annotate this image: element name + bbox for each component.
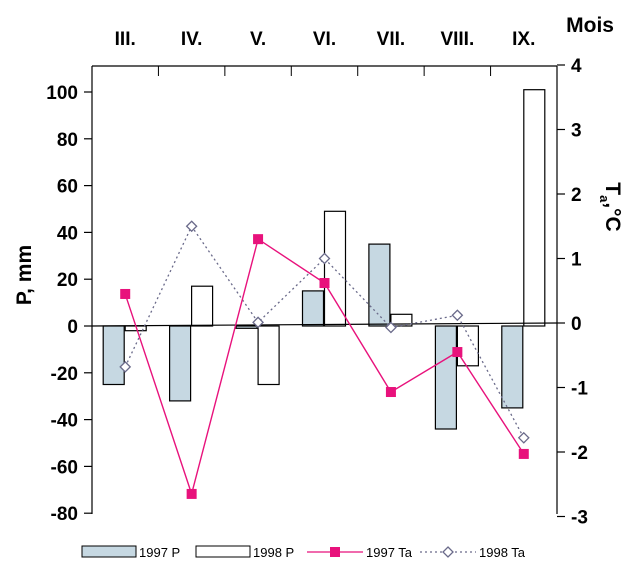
right-tick-label: -2 bbox=[571, 443, 588, 464]
bar-1997-p-7 bbox=[501, 325, 524, 409]
labels-layer: 100 80 60 40 20 0 -20 -40 -60 -80 4 3 2 1 0 -1 -2 -3 III. I… bbox=[13, 14, 624, 529]
point-1998-ta-4 bbox=[318, 252, 331, 265]
month-label: VII. bbox=[377, 29, 406, 50]
bar-1997-p-5 bbox=[368, 243, 391, 327]
point-1998-ta-6 bbox=[451, 309, 464, 322]
point-1998-ta-1 bbox=[119, 360, 132, 373]
bar-1997-p-6 bbox=[434, 325, 457, 430]
left-tick-label: -80 bbox=[51, 504, 78, 525]
series-1998-p bbox=[124, 89, 546, 386]
bar-1998-p-6 bbox=[456, 325, 479, 367]
series-1998-ta bbox=[119, 220, 530, 444]
month-label: IX. bbox=[512, 29, 535, 50]
zero-baseline bbox=[91, 322, 558, 327]
legend: 1997 P 1998 P 1997 Ta 1998 Ta bbox=[81, 545, 526, 560]
left-tick-label: -20 bbox=[51, 364, 78, 385]
legend-swatch bbox=[195, 545, 251, 558]
month-label: VI. bbox=[313, 29, 336, 50]
left-tick-label: 20 bbox=[57, 270, 78, 291]
point-1998-ta-7 bbox=[517, 431, 530, 444]
left-tick-label: 80 bbox=[57, 130, 78, 151]
month-label: III. bbox=[115, 29, 136, 50]
series-1997-ta bbox=[120, 234, 529, 499]
left-tick-label: 100 bbox=[46, 83, 78, 104]
bar-1998-p-4 bbox=[323, 210, 347, 327]
legend-label: 1997 Ta bbox=[366, 545, 413, 560]
month-label: VIII. bbox=[440, 29, 474, 50]
point-1997-ta-3 bbox=[253, 234, 264, 245]
left-tick-label: 60 bbox=[57, 177, 78, 198]
legend-item-1998-p: 1998 P bbox=[195, 545, 294, 560]
bar-1997-p-2 bbox=[169, 325, 192, 402]
legend-item-1997-p: 1997 P bbox=[81, 545, 180, 560]
series-1997-p bbox=[102, 243, 524, 430]
bar-1998-p-3 bbox=[257, 325, 280, 386]
bar-1997-p-3 bbox=[235, 325, 258, 329]
bar-1998-p-7 bbox=[523, 89, 546, 327]
legend-item-1998-ta: 1998 Ta bbox=[420, 545, 526, 560]
bar-1998-p-2 bbox=[191, 285, 214, 327]
point-1997-ta-6 bbox=[452, 347, 463, 358]
legend-marker bbox=[330, 547, 340, 557]
bar-1997-p-4 bbox=[301, 290, 325, 327]
point-1998-ta-3 bbox=[252, 316, 264, 329]
month-label: IV. bbox=[181, 29, 203, 50]
left-tick-label: -60 bbox=[51, 457, 78, 478]
bars-layer bbox=[102, 89, 546, 430]
legend-label: 1998 Ta bbox=[479, 545, 526, 560]
legend-label: 1998 P bbox=[253, 545, 294, 560]
right-tick-label: 2 bbox=[571, 185, 582, 206]
bar-1997-p-1 bbox=[102, 325, 125, 386]
point-1997-ta-5 bbox=[385, 387, 396, 398]
point-1998-ta-5 bbox=[385, 321, 397, 334]
right-tick-label: 3 bbox=[571, 121, 582, 142]
axes-layer bbox=[84, 64, 565, 518]
point-1997-ta-4 bbox=[319, 278, 330, 289]
x-axis-title: Mois bbox=[566, 14, 614, 37]
point-1997-ta-1 bbox=[120, 288, 131, 299]
right-tick-label: 1 bbox=[571, 250, 582, 271]
month-label: V. bbox=[250, 29, 266, 50]
right-tick-label: -3 bbox=[571, 508, 588, 529]
right-axis-title: Ta,°C bbox=[597, 182, 624, 231]
right-tick-label: -1 bbox=[571, 379, 588, 400]
left-tick-label: -40 bbox=[51, 411, 78, 432]
point-1997-ta-2 bbox=[186, 488, 197, 499]
point-1997-ta-7 bbox=[518, 448, 529, 459]
legend-marker bbox=[442, 546, 454, 558]
point-1998-ta-2 bbox=[185, 220, 198, 233]
right-tick-label: 0 bbox=[571, 314, 582, 335]
left-axis-title: P, mm bbox=[13, 245, 36, 305]
left-tick-label: 0 bbox=[67, 317, 78, 338]
right-tick-label: 4 bbox=[571, 56, 582, 77]
left-tick-label: 40 bbox=[57, 223, 78, 244]
lines-layer bbox=[119, 220, 530, 499]
legend-swatch bbox=[81, 545, 137, 558]
legend-item-1997-ta: 1997 Ta bbox=[307, 545, 413, 560]
legend-label: 1997 P bbox=[139, 545, 180, 560]
